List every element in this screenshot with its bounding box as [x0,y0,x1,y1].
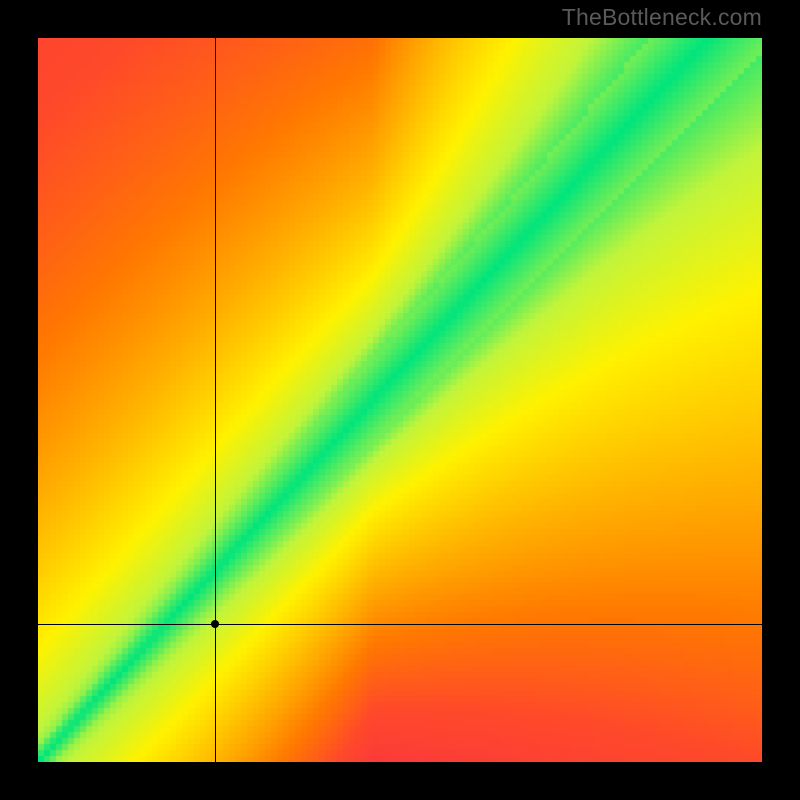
crosshair-horizontal [38,624,762,625]
crosshair-vertical [215,38,216,762]
watermark-text: TheBottleneck.com [562,4,762,31]
plot-area [38,38,762,762]
heatmap-canvas [38,38,762,762]
crosshair-marker [211,620,219,628]
